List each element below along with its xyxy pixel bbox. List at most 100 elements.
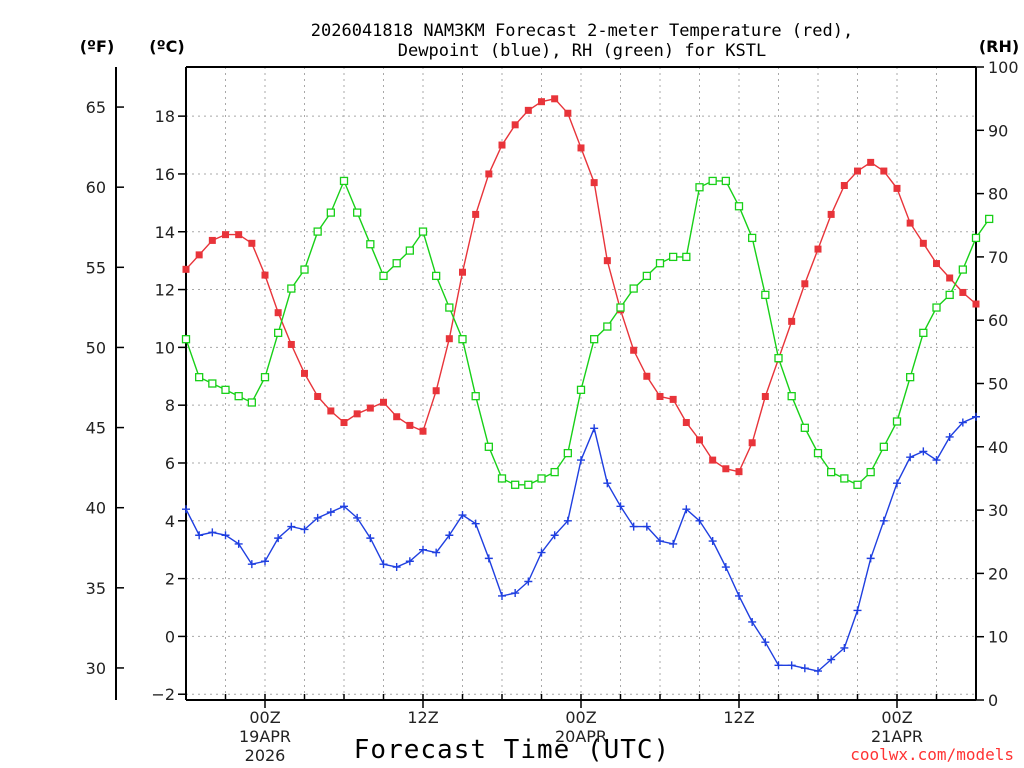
dewpoint-point [616, 502, 625, 511]
temperature-point [814, 245, 822, 253]
celsius-tick-label: 10 [155, 338, 175, 357]
dewpoint-point [590, 424, 599, 433]
temperature-point [261, 271, 269, 279]
rh-tick-label: 30 [988, 501, 1008, 520]
rh-point [985, 214, 994, 224]
rh-point [511, 480, 520, 489]
rh-point [274, 328, 283, 338]
temperature-point [432, 387, 440, 395]
rh-point [458, 335, 467, 344]
temperature-point [511, 121, 519, 129]
chart-title-line2: Dewpoint (blue), RH (green) for KSTL [398, 41, 766, 61]
dewpoint-point [484, 554, 493, 563]
dewpoint-point [906, 453, 915, 462]
series-lines [185, 98, 990, 672]
x-axis-label: Forecast Time (UTC) [354, 735, 670, 765]
dewpoint-point [669, 539, 678, 548]
temperature-point [222, 231, 229, 239]
temperature-point [590, 179, 598, 187]
celsius-tick-label: 16 [155, 165, 175, 184]
temperature-point [906, 219, 914, 227]
rh-point [300, 265, 309, 274]
rh-point [695, 183, 704, 192]
grid [186, 67, 976, 700]
rh-point [655, 259, 665, 268]
dewpoint-point [682, 505, 691, 514]
temperature-point [801, 280, 809, 288]
rh-point [379, 271, 388, 281]
celsius-tick-label: −2 [151, 685, 175, 704]
dewpoint-point [735, 591, 743, 600]
dewpoint-point [945, 432, 954, 441]
dewpoint-point [537, 548, 546, 557]
dewpoint-point [840, 643, 849, 652]
rh-tick-label: 90 [988, 121, 1008, 140]
temperature-point [485, 170, 493, 178]
dewpoint-point [919, 447, 928, 456]
temperature-point [538, 98, 545, 106]
temperature-point [919, 239, 927, 247]
dewpoint-point [748, 617, 757, 626]
temperature-point [182, 265, 190, 273]
dewpoint-point [208, 528, 217, 537]
rh-point [616, 303, 625, 312]
dewpoint-point [419, 545, 427, 554]
temperature-point [788, 317, 796, 325]
fahrenheit-unit-label: (ºF) [80, 37, 115, 56]
dewpoint-point [234, 539, 243, 548]
dewpoint-point [353, 513, 362, 522]
dewpoint-point [721, 563, 730, 572]
celsius-tick-label: 0 [165, 627, 175, 646]
dewpoint-point [182, 505, 190, 514]
rh-point [208, 379, 217, 388]
rh-point [708, 176, 717, 186]
temperature-point [959, 288, 967, 296]
x-tick-date: 19APR [239, 727, 291, 746]
dewpoint-point [774, 661, 783, 670]
fahrenheit-tick-label: 40 [86, 499, 106, 518]
temperature-point [445, 335, 453, 343]
temperature-point [340, 419, 348, 427]
dewpoint-point [577, 456, 585, 465]
rh-tick-label: 50 [988, 375, 1008, 394]
dewpoint-point [326, 508, 335, 517]
celsius-unit-label: (ºC) [149, 37, 184, 56]
dewpoint-point [932, 456, 941, 465]
fahrenheit-tick-label: 35 [86, 579, 106, 598]
rh-point [748, 233, 757, 243]
rh-point [603, 322, 612, 331]
dewpoint-point [247, 560, 256, 569]
rh-tick-label: 0 [988, 691, 998, 710]
credit-link[interactable]: coolwx.com/models [850, 745, 1014, 764]
dewpoint-point [563, 516, 572, 525]
temperature-point [287, 340, 295, 348]
rh-point [669, 252, 678, 262]
fahrenheit-tick-label: 55 [86, 258, 106, 277]
rh-point [484, 442, 493, 451]
temperature-point [696, 436, 703, 444]
dewpoint-point [221, 531, 230, 540]
temperature-point [393, 413, 401, 421]
temperature-point [630, 346, 638, 354]
temperature-point [761, 393, 769, 401]
temperature-point [524, 106, 532, 114]
dewpoint-point [445, 531, 454, 540]
rh-point [418, 227, 428, 236]
rh-point [524, 480, 533, 489]
rh-tick-label: 100 [988, 58, 1019, 77]
rh-tick-label: 80 [988, 185, 1008, 204]
dewpoint-point [195, 531, 204, 540]
temperature-point [840, 182, 848, 190]
dewpoint-point [893, 479, 901, 488]
rh-point [919, 328, 928, 338]
rh-tick-label: 10 [988, 628, 1008, 647]
temperature-point [946, 274, 954, 282]
temperature-point [827, 210, 835, 218]
rh-point [892, 417, 902, 426]
rh-point [945, 290, 954, 300]
rh-point [326, 208, 335, 217]
fahrenheit-tick-label: 65 [86, 98, 106, 117]
rh-point [432, 271, 441, 281]
rh-point [590, 335, 599, 344]
dewpoint-point [392, 563, 401, 572]
